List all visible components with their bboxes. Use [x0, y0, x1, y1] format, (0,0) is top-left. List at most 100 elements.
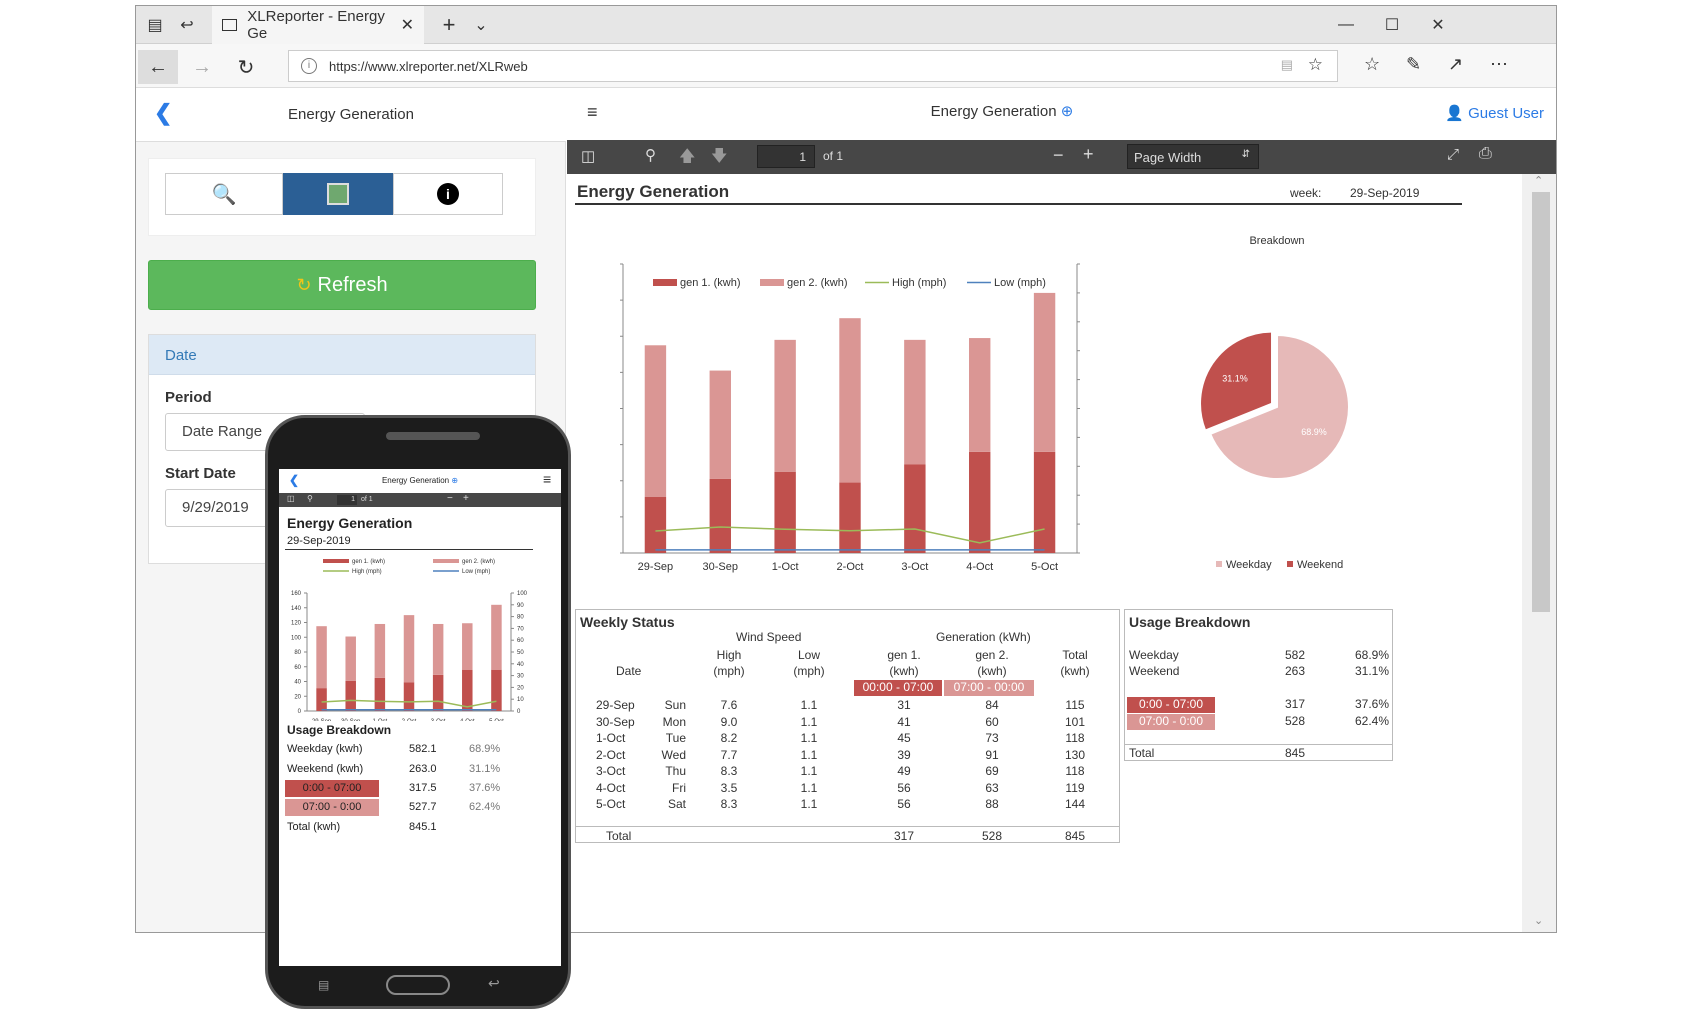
pen-icon[interactable]: ✎ — [1406, 54, 1422, 74]
tab-list-icon[interactable]: ⌄ — [474, 17, 488, 34]
weekly-row-date: 5-Oct — [596, 797, 626, 811]
bar-gen1 — [345, 680, 356, 711]
favorites-icon[interactable]: ☆ — [1364, 54, 1381, 74]
y2-tick-label: 20 — [517, 685, 524, 691]
maximize-icon[interactable]: ☐ — [1384, 17, 1400, 34]
report-header: ≡ Energy Generation ⊕ 👤 Guest User — [567, 88, 1556, 140]
forward-icon[interactable]: → — [192, 55, 212, 78]
zoom-out-icon[interactable]: − — [1053, 145, 1064, 165]
weekly-row-gen2: 91 — [985, 747, 999, 762]
download-icon[interactable]: ⊕ — [1060, 103, 1074, 120]
phone-usage-row-percent: 31.1% — [469, 763, 501, 775]
legend-label: Low (mph) — [994, 277, 1046, 289]
new-tab-icon[interactable]: + — [442, 12, 456, 37]
scrollbar-thumb[interactable] — [1532, 192, 1550, 612]
back-chevron-icon[interactable]: ❮ — [154, 100, 173, 125]
share-icon[interactable]: ↗ — [1448, 54, 1464, 74]
tool-group: 🔍 i — [148, 158, 536, 236]
breakdown-pie-chart: Breakdown 68.9% 31.1% Weekday Weekend — [1199, 235, 1350, 571]
find-icon[interactable]: ⚲ — [645, 147, 656, 164]
usage-row-label: 07:00 - 0:00 — [1127, 714, 1215, 730]
next-page-icon[interactable]: 🡇 — [711, 148, 728, 165]
legend-label: High (mph) — [352, 569, 382, 575]
bar-gen2 — [491, 604, 502, 670]
weekly-total-total: 845 — [1064, 829, 1086, 843]
phone-sidebar-icon[interactable]: ◫ — [287, 494, 295, 503]
phone-back-icon[interactable]: ❮ — [289, 473, 300, 487]
phone-back-button-icon[interactable]: ↩ — [488, 975, 500, 991]
y-tick-label: 60 — [294, 665, 301, 671]
date-panel-header[interactable]: Date — [149, 335, 535, 375]
browser-tab[interactable]: XLReporter - Energy Ge ✕ — [212, 6, 424, 44]
y2-tick-label: 80 — [517, 615, 524, 621]
url-field[interactable]: i https://www.xlreporter.net/XLRweb ▤ ☆ — [288, 50, 1338, 82]
x-tick-label: 1-Oct — [373, 719, 388, 721]
weekly-row-gen2: 69 — [985, 764, 999, 778]
y2-tick-label: 0 — [517, 709, 521, 715]
period-label: Period — [165, 389, 212, 406]
weekly-row-high: 7.7 — [720, 747, 738, 762]
pie-slice — [1208, 333, 1350, 480]
col-date: Date — [616, 664, 642, 678]
phone-usage-row-value: 582.1 — [409, 743, 437, 755]
weekly-row-total: 144 — [1064, 797, 1086, 811]
excel-tool-button[interactable] — [283, 173, 393, 215]
pie-legend-label: Weekday — [1226, 559, 1272, 571]
phone-zoom-in-icon[interactable]: + — [463, 493, 469, 504]
legend-label: gen 2. (kwh) — [787, 277, 848, 289]
phone-home-button[interactable] — [386, 975, 450, 995]
reload-icon[interactable]: ↻ — [237, 56, 255, 79]
tab-actions-icon[interactable]: ▤ — [147, 17, 163, 34]
print-icon[interactable]: ⎙ — [1479, 145, 1492, 162]
legend-label: gen 1. (kwh) — [352, 559, 385, 565]
report-panel: ≡ Energy Generation ⊕ 👤 Guest User ◫ ⚲ 🡅… — [567, 88, 1556, 932]
x-tick-label: 4-Oct — [460, 719, 475, 721]
scroll-down-icon[interactable]: ⌄ — [1534, 915, 1544, 927]
phone-usage-row-value: 317.5 — [409, 782, 437, 794]
close-window-icon[interactable]: ✕ — [1431, 17, 1445, 34]
reading-view-icon[interactable]: ▤ — [1280, 57, 1293, 72]
page-icon — [222, 19, 238, 31]
bar-gen2 — [644, 345, 667, 498]
toggle-panel-icon[interactable]: ≡ — [587, 102, 598, 122]
page-number-input[interactable]: 1 — [757, 145, 815, 168]
sidebar-toggle-icon[interactable]: ◫ — [581, 148, 596, 165]
bar-gen1 — [316, 688, 327, 711]
info-icon[interactable]: i — [301, 58, 317, 74]
vertical-scrollbar[interactable]: ⌃ ⌄ — [1522, 174, 1556, 932]
bar-gen1 — [462, 669, 473, 711]
guest-user-link[interactable]: 👤 Guest User — [1445, 105, 1544, 122]
usage-row-percent: 31.1% — [1354, 664, 1389, 678]
bar-gen2 — [709, 370, 731, 479]
more-icon[interactable]: ⋯ — [1490, 54, 1508, 74]
scroll-up-icon[interactable]: ⌃ — [1534, 175, 1544, 187]
phone-zoom-out-icon[interactable]: − — [447, 493, 453, 504]
phone-page-input[interactable]: 1 — [337, 495, 357, 505]
url-text: https://www.xlreporter.net/XLRweb — [329, 58, 528, 74]
close-tab-icon[interactable]: ✕ — [400, 17, 414, 34]
refresh-button[interactable]: ↻ Refresh — [148, 260, 536, 310]
phone-menu-icon[interactable]: ≡ — [543, 471, 552, 487]
phone-usage-row-value: 527.7 — [409, 801, 437, 813]
search-tool-button[interactable]: 🔍 — [165, 173, 283, 215]
info-tool-button[interactable]: i — [393, 173, 503, 215]
tab-aside-icon[interactable]: ↩ — [180, 17, 194, 34]
zoom-select[interactable]: Page Width ⇵ — [1127, 144, 1259, 169]
line-high — [655, 526, 1045, 544]
bar-gen2 — [774, 339, 796, 472]
favorite-star-icon[interactable]: ☆ — [1307, 55, 1323, 74]
phone-usage-row-label: Weekend (kwh) — [287, 763, 364, 775]
phone-download-icon[interactable]: ⊕ — [451, 476, 459, 485]
fullscreen-icon[interactable]: ⤢ — [1447, 146, 1460, 163]
back-icon[interactable]: ← — [138, 50, 178, 84]
left-header: ❮ Energy Generation — [136, 88, 566, 142]
phone-menu-button-icon[interactable]: ▤ — [318, 978, 330, 992]
phone-find-icon[interactable]: ⚲ — [307, 494, 313, 503]
zoom-in-icon[interactable]: + — [1083, 144, 1094, 164]
prev-page-icon[interactable]: 🡅 — [679, 148, 696, 165]
phone-usage-row-value: 263.0 — [409, 763, 437, 775]
weekly-row-gen2: 63 — [985, 780, 999, 795]
minimize-icon[interactable]: — — [1338, 16, 1354, 33]
x-tick-label: 30-Sep — [703, 561, 738, 573]
usage-row-percent: 62.4% — [1354, 714, 1389, 728]
